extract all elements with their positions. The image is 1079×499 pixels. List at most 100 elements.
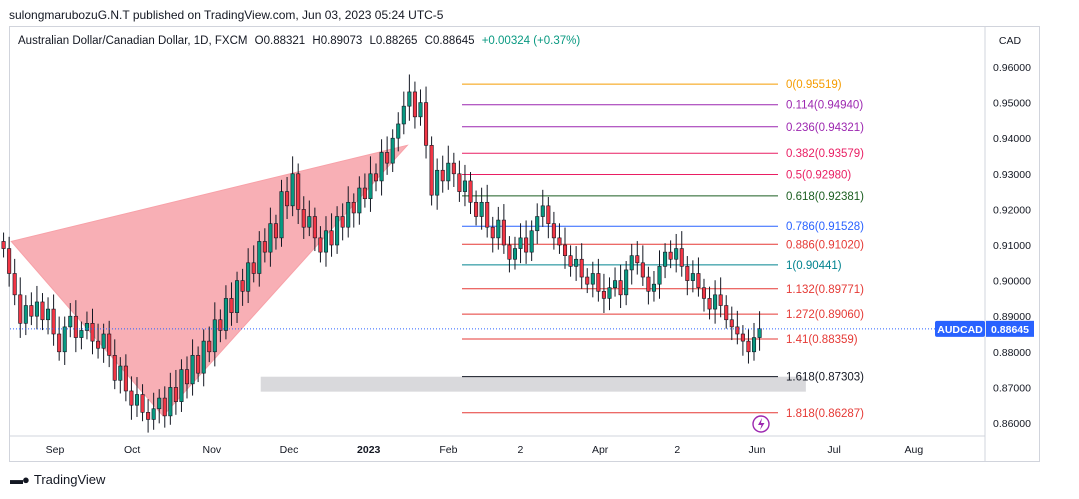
candle-body xyxy=(418,102,423,118)
candle-body xyxy=(757,328,762,338)
candle-body xyxy=(718,294,723,306)
candle-body xyxy=(663,251,668,267)
candle-body xyxy=(640,262,645,278)
candle-body xyxy=(601,290,606,299)
x-tick-label: 2 xyxy=(674,444,680,456)
candle-body xyxy=(485,201,490,228)
y-tick-label: 0.87000 xyxy=(993,382,1031,394)
symbol-badge-label: AUDCAD xyxy=(937,324,983,336)
candle-body xyxy=(379,152,384,182)
fib-level-label: 1.132(0.89771) xyxy=(786,284,864,296)
candle-body xyxy=(201,340,206,374)
fib-level-label: 1.272(0.89060) xyxy=(786,309,864,321)
y-tick-label: 0.95000 xyxy=(993,98,1031,110)
candle-body xyxy=(285,191,290,207)
candle-body xyxy=(635,255,640,264)
candle-body xyxy=(435,169,440,196)
candle-body xyxy=(590,273,595,285)
x-tick-label: 2 xyxy=(518,444,524,456)
lightning-icon xyxy=(758,418,765,430)
candle-body xyxy=(96,340,101,349)
fib-level-label: 0.618(0.92381) xyxy=(786,191,864,203)
y-tick-label: 0.88000 xyxy=(993,347,1031,359)
candle-body xyxy=(713,294,718,310)
fib-level-label: 0.5(0.92980) xyxy=(786,170,851,182)
candle-body xyxy=(62,326,67,353)
candle-body xyxy=(23,305,28,324)
candle-body xyxy=(84,323,89,331)
fib-level-label: 1.618(0.87303) xyxy=(786,372,864,384)
symbol-badge xyxy=(935,320,985,337)
candle-body xyxy=(335,216,340,246)
x-tick-label: Aug xyxy=(905,444,924,456)
y-tick-label: 0.91000 xyxy=(993,240,1031,252)
x-tick-label: 2023 xyxy=(357,444,381,456)
candle-body xyxy=(657,266,662,285)
candle-body xyxy=(651,283,656,292)
candle-body xyxy=(518,237,523,249)
candle-body xyxy=(157,397,162,410)
candle-body xyxy=(323,230,329,253)
candle-body xyxy=(251,262,256,274)
support-zone xyxy=(260,376,806,392)
y-tick-label: 0.94000 xyxy=(993,133,1031,145)
candle-body xyxy=(40,301,45,321)
candle-body xyxy=(451,162,456,175)
candle-body xyxy=(568,255,573,267)
candle-body xyxy=(12,273,17,296)
candle-body xyxy=(529,230,534,253)
open-value: O0.88321 xyxy=(254,35,306,47)
symbol-name: Australian Dollar/Canadian Dollar, 1D, F… xyxy=(18,35,248,47)
candle-body xyxy=(79,330,84,338)
candle-body xyxy=(690,273,695,281)
candle-body xyxy=(701,287,707,299)
candle-body xyxy=(446,162,451,182)
candle-body xyxy=(740,333,745,342)
candle-body xyxy=(412,91,417,118)
fib-level-label: 1.818(0.86287) xyxy=(786,408,864,420)
candle-body xyxy=(424,102,429,146)
candle-body xyxy=(184,369,190,385)
candle-body xyxy=(301,209,306,228)
x-tick-label: Sep xyxy=(46,444,65,456)
candle-body xyxy=(618,280,623,296)
y-tick-label: 0.86000 xyxy=(993,418,1031,430)
fib-level-label: 0.886(0.91020) xyxy=(786,239,864,251)
candle-body xyxy=(685,266,690,281)
candle-body xyxy=(735,326,740,335)
candle-body xyxy=(596,273,601,292)
x-tick-label: Dec xyxy=(280,444,299,456)
candle-body xyxy=(18,294,23,324)
candle-body xyxy=(257,241,262,274)
candle-body xyxy=(146,412,151,420)
candle-body xyxy=(674,248,679,260)
candle-body xyxy=(151,408,156,420)
candle-body xyxy=(134,394,140,406)
currency-label: CAD xyxy=(999,35,1022,47)
candle-body xyxy=(123,365,128,392)
candle-body xyxy=(440,169,445,182)
x-tick-label: Nov xyxy=(203,444,222,456)
candle-body xyxy=(385,152,390,164)
candle-body xyxy=(34,301,39,317)
candle-body xyxy=(101,333,106,349)
fib-level-label: 0.786(0.91528) xyxy=(786,221,864,233)
candle-body xyxy=(468,180,473,203)
candle-body xyxy=(7,248,12,274)
candle-body xyxy=(235,280,240,313)
candle-body xyxy=(140,394,145,413)
y-tick-label: 0.92000 xyxy=(993,204,1031,216)
candle-body xyxy=(351,201,356,214)
candle-body xyxy=(129,390,134,406)
candle-body xyxy=(401,105,406,125)
candle-body xyxy=(68,315,73,328)
candle-body xyxy=(107,333,112,356)
candle-body xyxy=(496,219,501,239)
candle-body xyxy=(346,201,351,228)
candle-body xyxy=(607,287,612,299)
candle-body xyxy=(524,237,529,253)
candle-body xyxy=(290,173,295,207)
low-value: L0.88265 xyxy=(369,35,418,47)
candle-body xyxy=(751,337,757,353)
